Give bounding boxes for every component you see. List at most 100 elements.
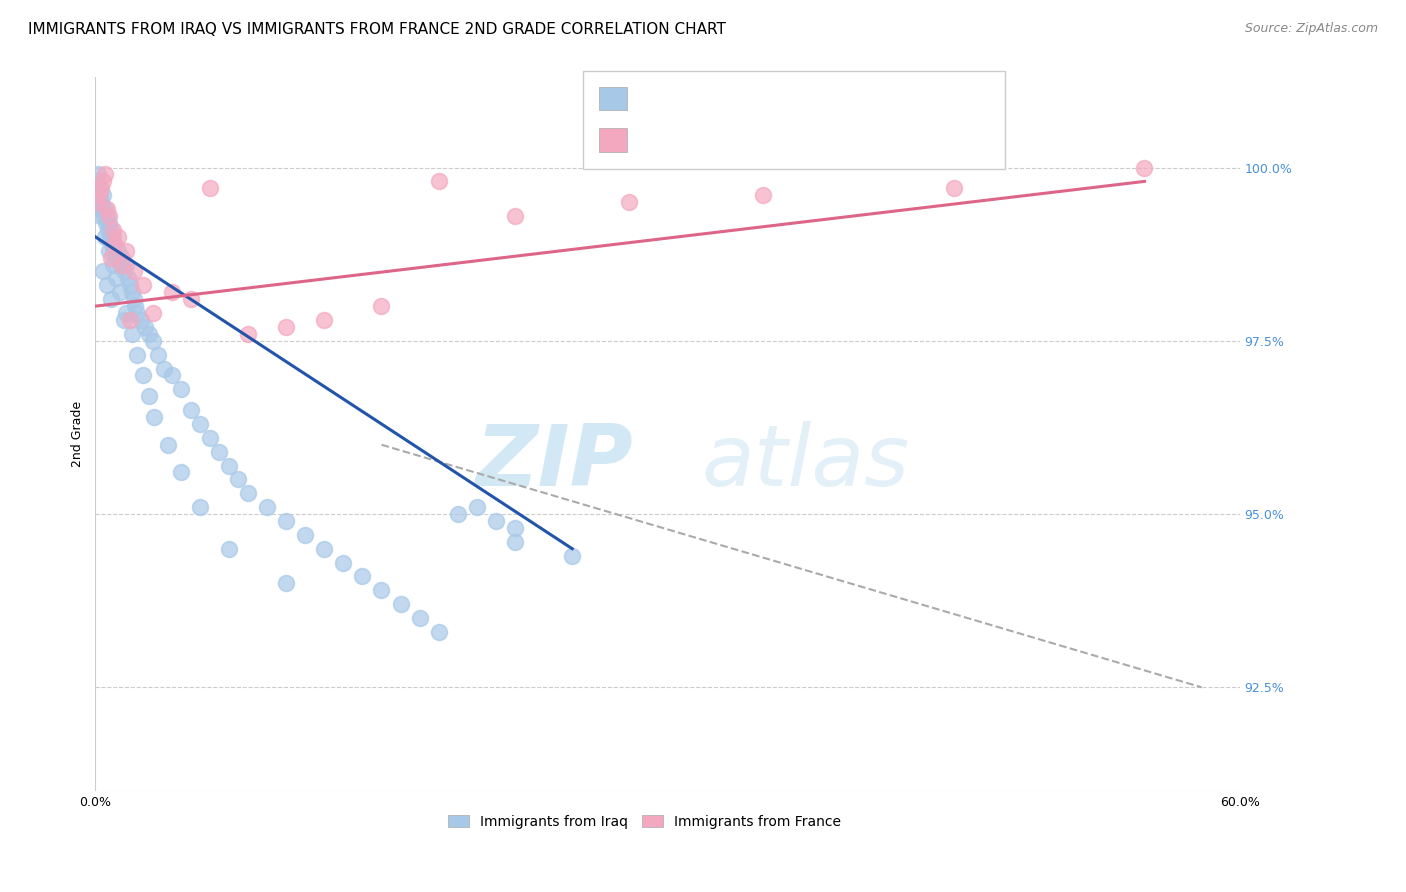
Point [89, 188, 111, 202]
Point [180, 292, 202, 306]
Point [89, 181, 111, 195]
Point [103, 236, 125, 251]
Point [134, 320, 156, 334]
Point [408, 611, 430, 625]
Point [156, 438, 179, 452]
Point [108, 258, 131, 272]
Point [91, 188, 114, 202]
Point [93, 209, 115, 223]
Point [124, 299, 146, 313]
Point [105, 271, 128, 285]
Point [103, 244, 125, 258]
Point [112, 313, 135, 327]
Point [87, 168, 110, 182]
Point [198, 431, 221, 445]
Point [1133, 161, 1156, 175]
Point [100, 236, 122, 251]
Point [86, 195, 108, 210]
Point [94, 202, 117, 216]
Point [942, 181, 965, 195]
Point [94, 216, 117, 230]
Text: IMMIGRANTS FROM IRAQ VS IMMIGRANTS FROM FRANCE 2ND GRADE CORRELATION CHART: IMMIGRANTS FROM IRAQ VS IMMIGRANTS FROM … [28, 22, 725, 37]
Point [103, 236, 125, 251]
Point [752, 188, 775, 202]
Point [180, 403, 202, 417]
Point [127, 306, 149, 320]
Point [94, 230, 117, 244]
Point [160, 285, 183, 300]
Point [96, 278, 118, 293]
Point [90, 209, 112, 223]
Point [228, 472, 250, 486]
Point [97, 216, 120, 230]
Point [108, 285, 131, 300]
Point [111, 251, 134, 265]
Point [236, 326, 259, 341]
Point [314, 313, 336, 327]
Point [107, 230, 129, 244]
Point [107, 244, 129, 258]
Point [127, 348, 149, 362]
Point [91, 264, 114, 278]
Text: atlas: atlas [702, 421, 910, 504]
Point [170, 382, 193, 396]
Point [86, 174, 108, 188]
Point [427, 174, 450, 188]
Point [105, 251, 128, 265]
Point [101, 230, 124, 244]
Point [111, 258, 134, 272]
Point [143, 410, 166, 425]
Point [96, 202, 118, 216]
Text: R = -0.354   N = 84: R = -0.354 N = 84 [636, 91, 772, 105]
Point [115, 306, 138, 320]
Point [332, 556, 354, 570]
Point [503, 534, 526, 549]
Point [274, 320, 297, 334]
Point [142, 306, 165, 320]
Point [122, 264, 145, 278]
Point [160, 368, 183, 383]
Point [132, 278, 155, 293]
Point [170, 466, 193, 480]
Point [89, 195, 111, 210]
Point [115, 258, 138, 272]
Point [274, 514, 297, 528]
Point [389, 597, 412, 611]
Point [118, 278, 141, 293]
Point [132, 368, 155, 383]
Point [97, 223, 120, 237]
Point [153, 361, 176, 376]
Point [503, 521, 526, 535]
Point [561, 549, 583, 563]
Point [94, 168, 117, 182]
Point [118, 313, 141, 327]
Text: Source: ZipAtlas.com: Source: ZipAtlas.com [1244, 22, 1378, 36]
Point [121, 326, 143, 341]
Point [619, 195, 641, 210]
Point [100, 292, 122, 306]
Point [148, 348, 170, 362]
Point [138, 389, 160, 403]
Point [370, 299, 392, 313]
Point [142, 334, 165, 348]
Point [100, 223, 122, 237]
Point [447, 507, 470, 521]
Legend: Immigrants from Iraq, Immigrants from France: Immigrants from Iraq, Immigrants from Fr… [443, 809, 846, 834]
Point [97, 244, 120, 258]
Point [129, 313, 152, 327]
Text: R =  0.389   N = 30: R = 0.389 N = 30 [636, 133, 770, 147]
Y-axis label: 2nd Grade: 2nd Grade [72, 401, 84, 467]
Point [208, 444, 231, 458]
Point [503, 209, 526, 223]
Point [98, 230, 121, 244]
Point [274, 576, 297, 591]
Point [188, 417, 211, 431]
Point [256, 500, 278, 515]
Point [314, 541, 336, 556]
Point [218, 541, 240, 556]
Point [101, 258, 124, 272]
Point [101, 223, 124, 237]
Point [91, 202, 114, 216]
Point [100, 251, 122, 265]
Point [370, 583, 392, 598]
